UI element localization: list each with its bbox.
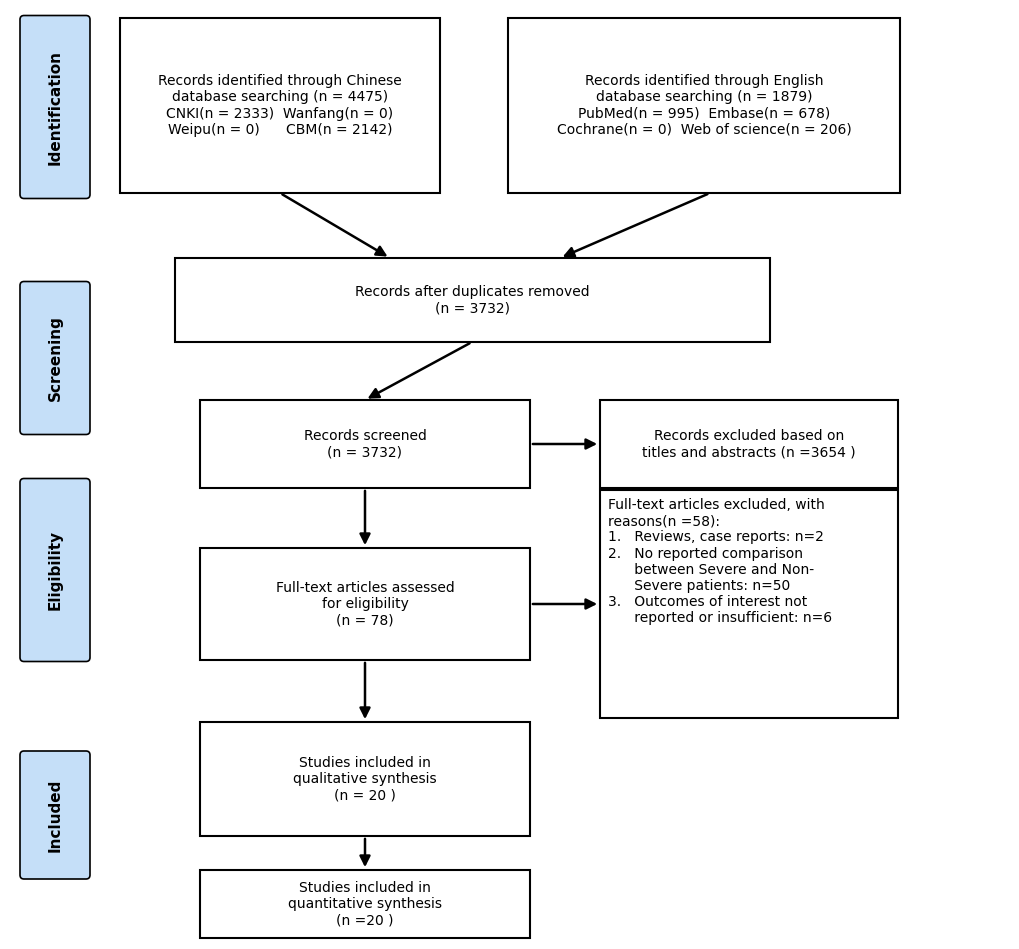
Bar: [599, 490, 897, 718]
Bar: [200, 548, 530, 660]
Text: Records identified through Chinese
database searching (n = 4475)
CNKI(n = 2333) : Records identified through Chinese datab…: [158, 74, 401, 137]
Text: Records identified through English
database searching (n = 1879)
PubMed(n = 995): Records identified through English datab…: [556, 74, 851, 137]
Bar: [120, 18, 439, 193]
Text: Full-text articles assessed
for eligibility
(n = 78): Full-text articles assessed for eligibil…: [275, 581, 453, 627]
Bar: [200, 870, 530, 938]
Bar: [599, 400, 897, 488]
FancyBboxPatch shape: [20, 751, 90, 879]
Bar: [200, 722, 530, 836]
Bar: [507, 18, 899, 193]
Text: Eligibility: Eligibility: [48, 530, 62, 610]
FancyBboxPatch shape: [20, 282, 90, 435]
Bar: [200, 400, 530, 488]
Text: Studies included in
quantitative synthesis
(n =20 ): Studies included in quantitative synthes…: [287, 881, 441, 927]
Text: Records screened
(n = 3732): Records screened (n = 3732): [304, 429, 426, 459]
Text: Records after duplicates removed
(n = 3732): Records after duplicates removed (n = 37…: [355, 285, 589, 315]
FancyBboxPatch shape: [20, 15, 90, 198]
Text: Full-text articles excluded, with
reasons(n =58):
1.   Reviews, case reports: n=: Full-text articles excluded, with reason…: [607, 498, 832, 625]
Text: Included: Included: [48, 778, 62, 851]
Text: Studies included in
qualitative synthesis
(n = 20 ): Studies included in qualitative synthesi…: [292, 755, 436, 802]
Text: Identification: Identification: [48, 49, 62, 164]
Text: Records excluded based on
titles and abstracts (n =3654 ): Records excluded based on titles and abs…: [642, 429, 855, 459]
FancyBboxPatch shape: [20, 478, 90, 661]
Bar: [175, 258, 769, 342]
Text: Screening: Screening: [48, 315, 62, 400]
